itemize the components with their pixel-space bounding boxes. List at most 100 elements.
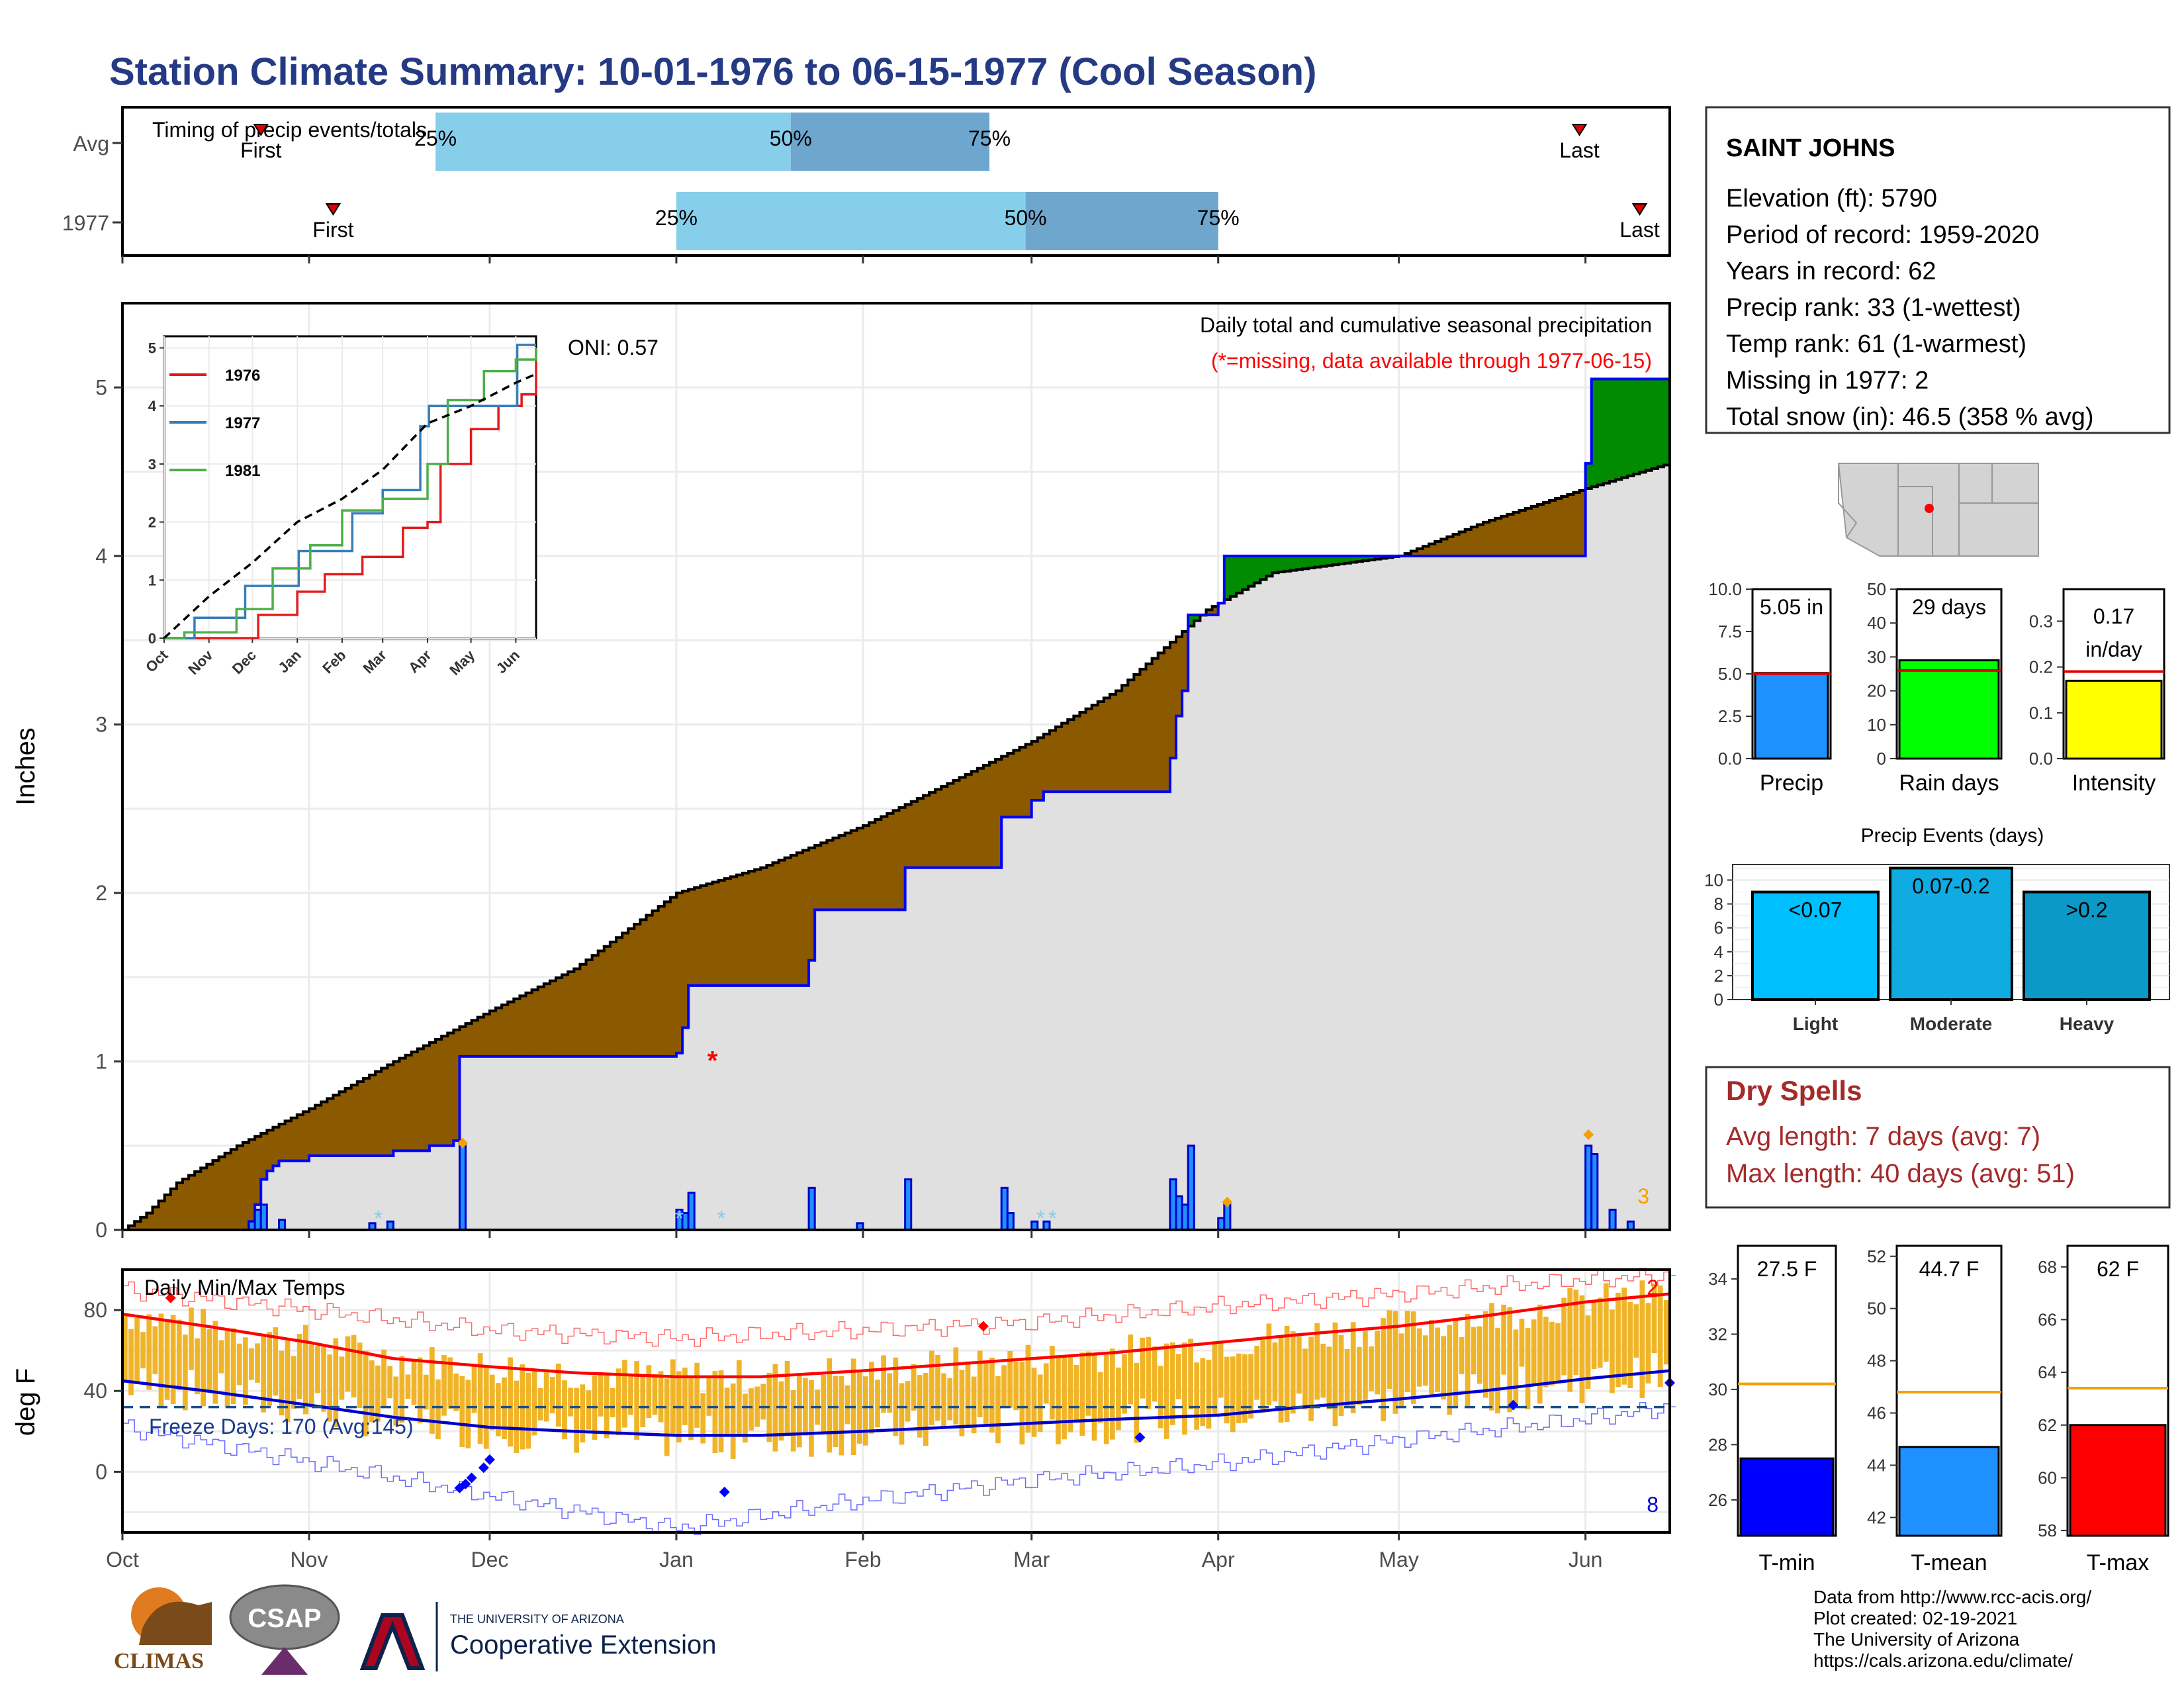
precip-surplus-band [1314, 555, 1321, 567]
tvn-category-label: T-max [2087, 1550, 2149, 1575]
pvn-y-tick-label: 0.3 [2029, 611, 2053, 631]
tvn-category-label: T-mean [1911, 1550, 1987, 1575]
precip-surplus-band [1639, 379, 1647, 473]
daily-temp-bar [435, 1379, 441, 1440]
footer-line-3: The University of Arizona [1813, 1629, 2020, 1650]
daily-temp-bar [1146, 1336, 1152, 1409]
tvn-y-tick-label: 28 [1708, 1434, 1727, 1454]
precip-deficit-band [1031, 741, 1038, 800]
precip-deficit-band [176, 1182, 183, 1230]
daily-precip-bar [259, 1203, 268, 1231]
daily-temp-bar [363, 1350, 369, 1436]
inset-series-1981 [164, 348, 537, 639]
precip-surplus-band [1591, 379, 1598, 487]
precip-deficit-band [1176, 637, 1183, 716]
precip-deficit-band [1128, 680, 1134, 792]
daily-temp-bar [537, 1387, 543, 1421]
daily-temp-bar [1025, 1344, 1031, 1433]
precip-deficit-band [261, 1133, 267, 1180]
precip-deficit-band [917, 798, 924, 868]
timing-rows: 25% 50% 75% First Last Avg 25% 50% 75% First Last 1… [62, 113, 1660, 250]
daily-temp-bar [1633, 1304, 1639, 1358]
daily-temp-bar [1152, 1346, 1158, 1402]
daily-temp-bar [556, 1363, 561, 1427]
daily-temp-bar [640, 1375, 646, 1427]
precip-deficit-band [796, 853, 803, 986]
daily-temp-bar [447, 1357, 453, 1409]
daily-temp-bar [700, 1393, 706, 1444]
precip-surplus-band [1230, 555, 1237, 596]
daily-precip-bar [807, 1186, 816, 1231]
daily-precip-bar [458, 1145, 467, 1231]
precip-surplus-band [1663, 379, 1670, 465]
daily-temp-bar [1375, 1331, 1380, 1395]
daily-temp-bar [615, 1368, 621, 1436]
daily-temp-bar [291, 1356, 296, 1409]
precip-deficit-band [802, 850, 809, 986]
daily-temp-bar [1615, 1292, 1621, 1387]
record-min-line [122, 1402, 1676, 1536]
temp-x-tick-label: Dec [471, 1548, 508, 1571]
timing-title: Timing of precip events/totals [152, 118, 427, 142]
daily-temp-bar [1627, 1301, 1633, 1388]
precip-deficit-band [688, 889, 695, 986]
timing-bar-q1-Avg [435, 113, 791, 171]
daily-temp-bar [170, 1315, 176, 1405]
daily-temp-bar [821, 1374, 827, 1433]
tvn-bar-T-mean [1898, 1446, 2000, 1537]
timing-pct-label: 75% [968, 126, 1011, 150]
precip-deficit-band [995, 759, 1002, 868]
precip-deficit-band [598, 951, 605, 1056]
timing-pct-label: 25% [655, 206, 698, 230]
record-high-marker [978, 1321, 989, 1332]
pvn-y-tick-label: 0 [1877, 749, 1886, 769]
pvn-y-tick-label: 0.0 [1718, 749, 1742, 769]
daily-temp-bar [1441, 1336, 1447, 1400]
precip-deficit-band [971, 771, 978, 868]
precip-surplus-band [1224, 555, 1231, 600]
precip-deficit-band [435, 1039, 442, 1146]
locator-map [1837, 463, 2039, 557]
daily-temp-bar [189, 1307, 194, 1370]
precip-deficit-band [983, 765, 990, 868]
map-region [1837, 463, 2039, 557]
precip-missing-label: (*=missing, data available through 1977-… [1211, 349, 1652, 373]
precip-deficit-band [429, 1042, 436, 1146]
daily-temp-bar [1398, 1333, 1404, 1407]
timing-last-marker-icon [1631, 203, 1648, 216]
precip-deficit-band [574, 968, 580, 1056]
daily-temp-bar [357, 1342, 363, 1409]
temp-plot [122, 1268, 1676, 1536]
timing-pct-label: 50% [770, 126, 812, 150]
precip-deficit-band [140, 1217, 147, 1230]
precip-deficit-band [935, 789, 942, 868]
precip-surplus-band [1627, 379, 1635, 476]
precip-deficit-band [1169, 642, 1177, 759]
record-low-marker [1134, 1432, 1146, 1443]
record-low-marker [719, 1486, 730, 1497]
precip-surplus-band [1236, 555, 1243, 593]
precip-deficit-band [255, 1136, 261, 1205]
events-category-label: Heavy [2060, 1013, 2115, 1034]
daily-temp-bar [1651, 1284, 1657, 1354]
precip-deficit-band [610, 942, 617, 1056]
tvn-y-tick-label: 44 [1867, 1455, 1886, 1475]
tvn-y-tick-label: 64 [2038, 1362, 2057, 1382]
precip-deficit-band [730, 876, 737, 986]
precip-deficit-band [146, 1213, 154, 1230]
precip-deficit-band [1453, 534, 1460, 556]
precip-deficit-band [393, 1061, 400, 1151]
daily-temp-bar [1308, 1336, 1314, 1421]
precip-deficit-band [694, 887, 701, 986]
daily-temp-bar [628, 1376, 633, 1415]
precip-deficit-band [736, 874, 743, 986]
precip-surplus-band [1369, 555, 1375, 560]
precip-surplus-band [1615, 379, 1622, 480]
precip-deficit-band [929, 792, 936, 868]
tvn-y-tick-label: 30 [1708, 1380, 1727, 1399]
timing-row-label: Avg [73, 132, 109, 156]
daily-temp-bar [1188, 1338, 1193, 1410]
precip-deficit-band [1465, 529, 1472, 556]
precip-deficit-band [339, 1092, 346, 1156]
daily-temp-bar [586, 1390, 592, 1430]
